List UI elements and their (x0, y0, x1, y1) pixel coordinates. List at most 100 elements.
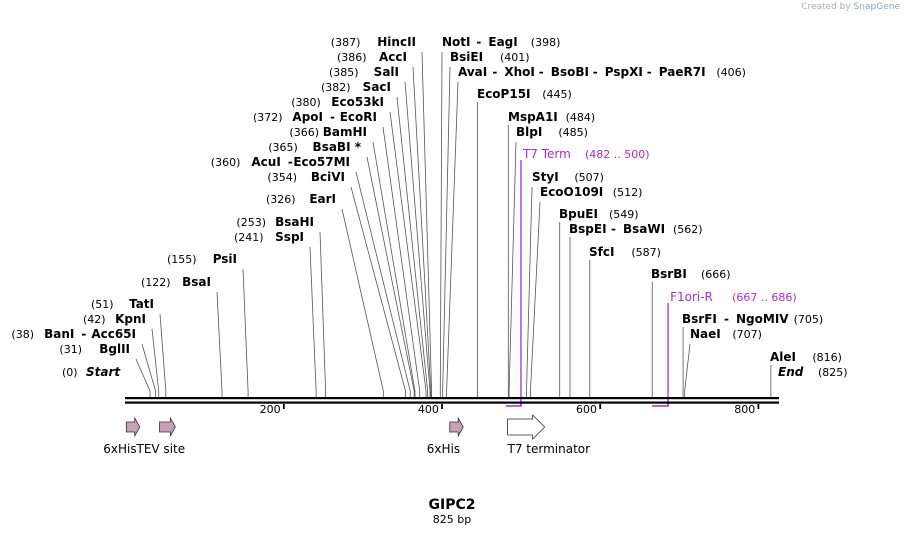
tick-mark-400 (441, 404, 443, 409)
backbone-top-strand (125, 397, 779, 400)
enzyme-name-mspa1i-0: MspA1I (508, 110, 558, 124)
site-pos-bamhi: (366) (289, 126, 319, 139)
enzyme-name-ecop15i-0: EcoP15I (477, 87, 531, 101)
site-pos-apoi: (372) (253, 111, 283, 124)
end-label: End (778, 365, 804, 379)
watermark-prefix: Created by (801, 2, 851, 12)
site-line-bsiei (442, 66, 451, 397)
enzyme-separator: - (492, 65, 497, 79)
enzyme-separator: - (330, 110, 335, 124)
site-pos-noti: (398) (531, 36, 561, 49)
site-pos-eari: (326) (266, 193, 296, 206)
sequence-name: GIPC2 (429, 497, 476, 513)
site-line-bamhi (372, 141, 416, 397)
enzyme-separator: - (476, 35, 481, 49)
site-line-ecoo109i (530, 201, 541, 397)
enzyme-name-noti-0: NotI (442, 35, 471, 49)
enzyme-separator: - (724, 312, 729, 326)
site-pos-bsiei: (401) (500, 51, 530, 64)
enzyme-name-avai-2: BsoBI (551, 65, 589, 79)
enzyme-separator: - (288, 155, 293, 169)
site-pos-tati: (51) (91, 298, 114, 311)
enzyme-name-ecoo109i-0: EcoO109I (540, 185, 603, 199)
enzyme-separator: - (539, 65, 544, 79)
site-line-eco53ki (389, 111, 427, 397)
site-line-blpi (508, 141, 517, 397)
site-line-acui (355, 171, 411, 397)
enzyme-name-bamhi-0: BamHI (323, 125, 367, 139)
site-line-tati (159, 313, 167, 397)
site-pos-bani: (38) (11, 328, 34, 341)
enzyme-name-acui-0: AcuI (251, 155, 280, 169)
site-line-sspi (309, 246, 317, 397)
site-pos-mspa1i: (484) (566, 111, 596, 124)
enzyme-name-bpuei-0: BpuEI (559, 207, 598, 221)
primer-range-t7term: (482 .. 500) (585, 148, 650, 161)
enzyme-name-bsrfi-0: BsrFI (682, 312, 717, 326)
end-pos: (825) (818, 366, 848, 379)
site-line-bsahi (319, 231, 326, 397)
enzyme-name-apoi-0: ApoI (292, 110, 323, 124)
site-line-psii (242, 268, 249, 397)
site-pos-sspi: (241) (234, 231, 264, 244)
enzyme-name-saci-0: SacI (363, 80, 391, 94)
feature-track: 6xHis TEV site 6xHis T7 terminator (103, 414, 590, 456)
feature-arrow-his1 (125, 416, 141, 438)
site-line-hincii (421, 51, 432, 397)
site-line-naei (684, 343, 691, 397)
site-line-saci (396, 96, 429, 397)
site-pos-sali: (385) (329, 66, 359, 79)
tick-mark-800 (757, 404, 760, 409)
enzyme-name-avai-0: AvaI (458, 65, 487, 79)
enzyme-separator: - (647, 65, 652, 79)
tick-label-400: 400 (418, 403, 439, 416)
axis-ticks: 200 400 600 800 (260, 403, 760, 416)
site-pos-bpuei: (549) (609, 208, 639, 221)
primer-name-f1ori: F1ori-R (670, 290, 713, 304)
enzyme-separator: - (81, 327, 86, 341)
tick-mark-200 (282, 404, 285, 409)
feature-arrow-his2 (449, 416, 464, 438)
feature-arrow-t7 (507, 414, 546, 440)
enzyme-separator: - (593, 65, 598, 79)
site-pos-psii: (155) (167, 253, 197, 266)
enzyme-name-bani-1: Acc65I (91, 327, 136, 341)
enzyme-name-bspei-1: BsaWI (623, 222, 665, 236)
tick-mark-600 (599, 404, 602, 409)
enzyme-name-avai-4: PaeR7I (659, 65, 706, 79)
site-pos-sfci: (587) (631, 246, 661, 259)
enzyme-name-noti-1: EagI (488, 35, 517, 49)
enzyme-name-hincii-0: HincII (377, 35, 416, 49)
site-pos-bsai: (122) (141, 276, 171, 289)
site-pos-ecop15i: (445) (542, 88, 572, 101)
enzyme-name-eari-0: EarI (309, 192, 336, 206)
enzyme-name-styi-0: StyI (532, 170, 559, 184)
enzyme-name-alei-0: AleI (770, 350, 796, 364)
start-label: Start (86, 365, 121, 379)
site-pos-bsrfi: (705) (794, 313, 824, 326)
site-line-bsai (216, 291, 223, 397)
feature-label-his1: 6xHis (103, 442, 136, 456)
enzyme-name-psii-0: PsiI (213, 252, 237, 266)
watermark-brand: SnapGene (853, 2, 900, 12)
enzyme-name-naei-0: NaeI (690, 327, 721, 341)
site-line-bcivi (350, 186, 406, 397)
primer-range-f1ori: (667 .. 686) (732, 291, 797, 304)
primer-layer: T7 Term (482 .. 500) F1ori-R (667 .. 686) (505, 147, 797, 407)
site-line-bsabi (366, 156, 415, 397)
enzyme-name-avai-1: XhoI (504, 65, 535, 79)
enzyme-name-apoi-1: EcoRI (340, 110, 377, 124)
site-pos-bglii: (31) (59, 343, 82, 356)
enzyme-name-bsahi-0: BsaHI (275, 215, 314, 229)
feature-label-tev: TEV site (136, 442, 186, 456)
site-line-noti (439, 51, 443, 397)
site-pos-bsrbi: (666) (701, 268, 731, 281)
enzyme-name-bsabi-0: BsaBI * (313, 140, 362, 154)
site-labels: BglII(31)Acc65I-BanI(38)KpnI(42)TatI(51)… (11, 35, 842, 364)
site-pos-kpni: (42) (83, 313, 106, 326)
backbone-bottom-strand (125, 401, 779, 404)
site-pos-hincii: (387) (331, 36, 361, 49)
tick-label-600: 600 (576, 403, 597, 416)
site-pos-bcivi: (354) (267, 171, 297, 184)
